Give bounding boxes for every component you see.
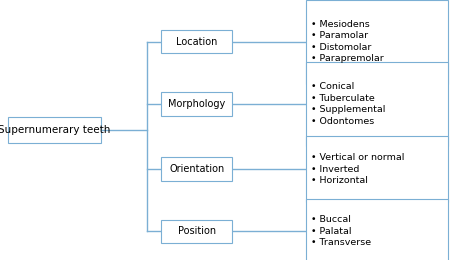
Text: • Conical
• Tuberculate
• Supplemental
• Odontomes: • Conical • Tuberculate • Supplemental •… [311,82,386,126]
Text: • Vertical or normal
• Inverted
• Horizontal: • Vertical or normal • Inverted • Horizo… [311,153,405,185]
Text: Supernumerary teeth: Supernumerary teeth [0,125,111,135]
Text: Location: Location [176,37,218,47]
Text: • Mesiodens
• Paramolar
• Distomolar
• Parapremolar: • Mesiodens • Paramolar • Distomolar • P… [311,20,384,63]
Bar [306,0,448,84]
Bar [306,62,448,146]
Text: Orientation: Orientation [169,164,224,174]
Bar [161,220,232,243]
Bar [161,157,232,181]
Text: • Buccal
• Palatal
• Transverse: • Buccal • Palatal • Transverse [311,216,372,247]
Bar [161,92,232,116]
Bar [161,30,232,53]
Text: Morphology: Morphology [168,99,225,109]
Text: Position: Position [178,226,216,236]
Bar [306,199,448,260]
Bar [8,117,100,143]
Bar [306,136,448,202]
